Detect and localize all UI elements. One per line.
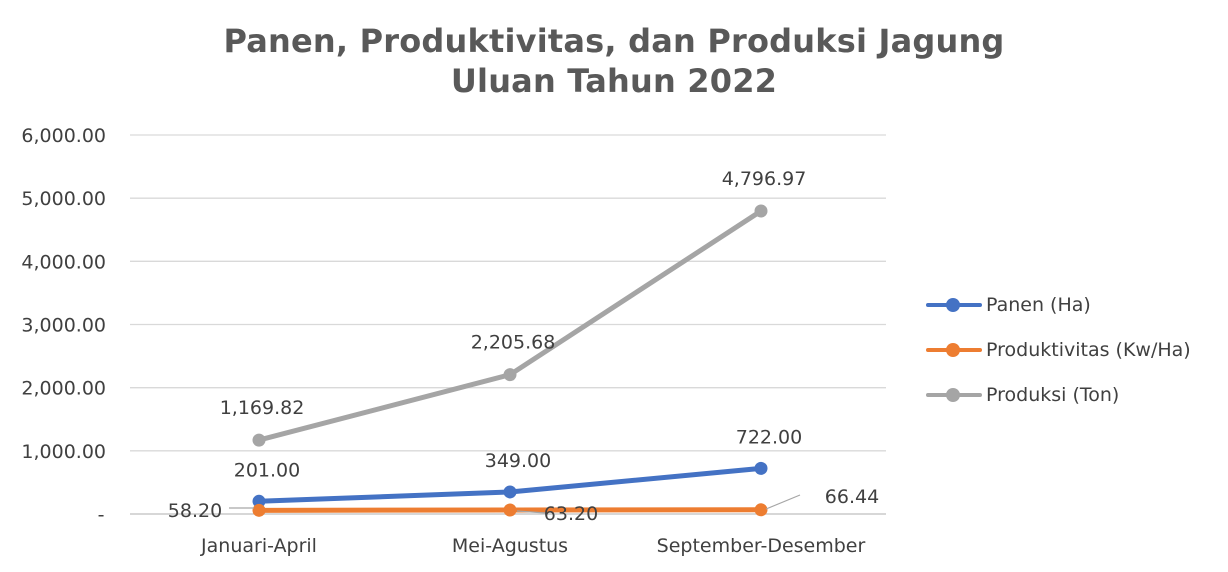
data-point [503, 368, 517, 382]
data-label: 63.20 [544, 503, 598, 525]
chart-title: Panen, Produktivitas, dan Produksi Jagun… [223, 22, 1005, 60]
data-point [252, 503, 266, 517]
y-tick-label: - [98, 504, 105, 526]
data-point [252, 433, 266, 447]
x-tick-label: Januari-April [200, 535, 317, 557]
leader-line [765, 494, 801, 510]
y-tick-label: 5,000.00 [21, 188, 106, 210]
data-point [503, 503, 517, 517]
legend-marker-panen [926, 297, 982, 312]
data-point [503, 485, 517, 499]
data-point [754, 204, 768, 218]
data-point [252, 494, 266, 508]
data-label: 58.20 [168, 500, 222, 522]
data-point [754, 461, 768, 475]
data-label: 349.00 [485, 450, 551, 472]
legend-item-produksi: Produksi (Ton) [926, 372, 1191, 417]
x-tick-label: Mei-Agustus [452, 535, 568, 557]
leader-line [516, 510, 547, 514]
data-point [754, 503, 768, 517]
y-tick-label: 3,000.00 [21, 315, 106, 337]
chart-subtitle: Uluan Tahun 2022 [450, 62, 778, 100]
y-tick-label: 4,000.00 [21, 251, 106, 273]
legend-marker-produktivitas [926, 342, 982, 357]
legend-label-panen: Panen (Ha) [986, 293, 1091, 316]
data-label: 2,205.68 [471, 332, 556, 354]
series-line [256, 208, 764, 443]
y-tick-label: 1,000.00 [21, 441, 106, 463]
legend-marker-produksi [926, 387, 982, 402]
legend-item-panen: Panen (Ha) [926, 282, 1191, 327]
data-label: 1,169.82 [220, 397, 305, 419]
legend-label-produksi: Produksi (Ton) [986, 383, 1120, 406]
legend-item-produktivitas: Produktivitas (Kw/Ha) [926, 327, 1191, 372]
y-tick-label: 6,000.00 [21, 125, 106, 147]
data-label: 722.00 [736, 426, 802, 448]
data-label: 4,796.97 [722, 168, 807, 190]
legend-label-produktivitas: Produktivitas (Kw/Ha) [986, 338, 1191, 361]
x-tick-label: September-Desember [657, 535, 866, 557]
data-label: 66.44 [825, 486, 879, 508]
y-tick-label: 2,000.00 [21, 378, 106, 400]
data-label: 201.00 [234, 459, 300, 481]
legend: Panen (Ha) Produktivitas (Kw/Ha) Produks… [926, 282, 1191, 417]
